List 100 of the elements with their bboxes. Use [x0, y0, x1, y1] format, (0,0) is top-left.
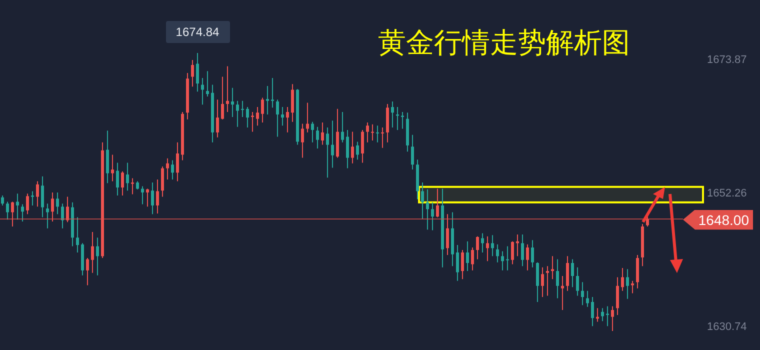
candlestick [361, 129, 364, 164]
candlestick [306, 102, 309, 133]
candlestick [1, 195, 4, 206]
candlestick [616, 276, 619, 316]
candlestick [91, 232, 94, 274]
candlestick [286, 106, 289, 133]
candlestick [196, 52, 199, 92]
candlestick [371, 124, 374, 141]
candlestick [566, 256, 569, 292]
candlestick [161, 166, 164, 198]
candlestick [36, 180, 39, 208]
candlestick [461, 249, 464, 280]
candlestick [31, 190, 34, 206]
candlestick [486, 236, 489, 262]
candlestick [356, 141, 359, 160]
candlestick [491, 234, 494, 257]
candlestick [26, 193, 29, 215]
candlestick [191, 60, 194, 88]
candlestick [611, 306, 614, 332]
candlestick [351, 131, 354, 164]
candlestick [311, 121, 314, 143]
candlestick [591, 296, 594, 327]
candlestick [391, 100, 394, 128]
candlestick [531, 240, 534, 268]
candlestick [61, 203, 64, 229]
candlestick [291, 84, 294, 122]
candlestick [551, 256, 554, 280]
candlestick [6, 201, 9, 220]
candlestick [151, 182, 154, 215]
candlestick [21, 204, 24, 222]
candlestick [46, 203, 49, 229]
candlestick [541, 266, 544, 298]
candlestick [221, 76, 224, 120]
candlestick [526, 244, 529, 271]
candlestick [496, 244, 499, 263]
candlestick [246, 106, 249, 128]
candlestick [276, 99, 279, 138]
candlestick [586, 290, 589, 308]
candlestick [536, 262, 539, 302]
candlestick [381, 126, 384, 148]
candlestick [51, 192, 54, 222]
candlestick [501, 250, 504, 271]
candlestick [266, 86, 269, 115]
candlestick [201, 77, 204, 106]
candlestick [226, 66, 229, 112]
candlestick [511, 240, 514, 265]
candlestick [546, 266, 549, 296]
candlestick [316, 126, 319, 150]
candlestick [631, 280, 634, 294]
candlestick [301, 123, 304, 158]
candlestick [111, 154, 114, 182]
candlestick [121, 170, 124, 196]
candlestick [601, 308, 604, 322]
candlestick [366, 122, 369, 143]
candlestick [231, 87, 234, 118]
y-tick-label: 1652.26 [707, 188, 747, 200]
y-tick-label: 1630.74 [707, 320, 747, 333]
candlestick [471, 247, 474, 271]
candlestick [561, 275, 564, 311]
candlestick [376, 125, 379, 143]
candlestick [426, 188, 429, 230]
candlestick [581, 282, 584, 306]
annotation: 1674.84 [166, 21, 230, 44]
candlestick [621, 267, 624, 292]
candlestick [256, 106, 259, 126]
candlestick [281, 106, 284, 126]
candlestick [576, 266, 579, 296]
candlestick [41, 176, 44, 218]
candlestick [571, 258, 574, 288]
candlestick [341, 112, 344, 143]
candlestick [16, 193, 19, 220]
candlestick [156, 178, 159, 214]
candlestick [346, 129, 349, 169]
candlestick [176, 142, 179, 182]
candlestick [606, 306, 609, 327]
candlestick [456, 244, 459, 282]
candlestick [106, 130, 109, 184]
text: 黄金行情走势解析图 [378, 25, 630, 61]
candlestick [331, 120, 334, 168]
candlestick [321, 122, 324, 146]
candlestick [171, 160, 174, 180]
candlestick [556, 258, 559, 299]
candlestick [166, 158, 169, 180]
candlestick [401, 112, 404, 130]
candlestick [466, 240, 469, 272]
candlestick [436, 188, 439, 218]
candlestick [521, 234, 524, 267]
candlestick [421, 182, 424, 220]
candlestick [131, 178, 134, 195]
ref-line-label: 1648.00 [683, 210, 753, 230]
y-tick-label: 1673.87 [707, 54, 747, 66]
candlestick [86, 258, 89, 286]
candlestick [56, 192, 59, 215]
candlestick [261, 97, 264, 124]
candlestick [76, 216, 79, 253]
candlestick [241, 100, 244, 118]
candlestick [141, 186, 144, 205]
candlestick [126, 162, 129, 192]
candlestick [271, 77, 274, 108]
candlestick [146, 188, 149, 208]
